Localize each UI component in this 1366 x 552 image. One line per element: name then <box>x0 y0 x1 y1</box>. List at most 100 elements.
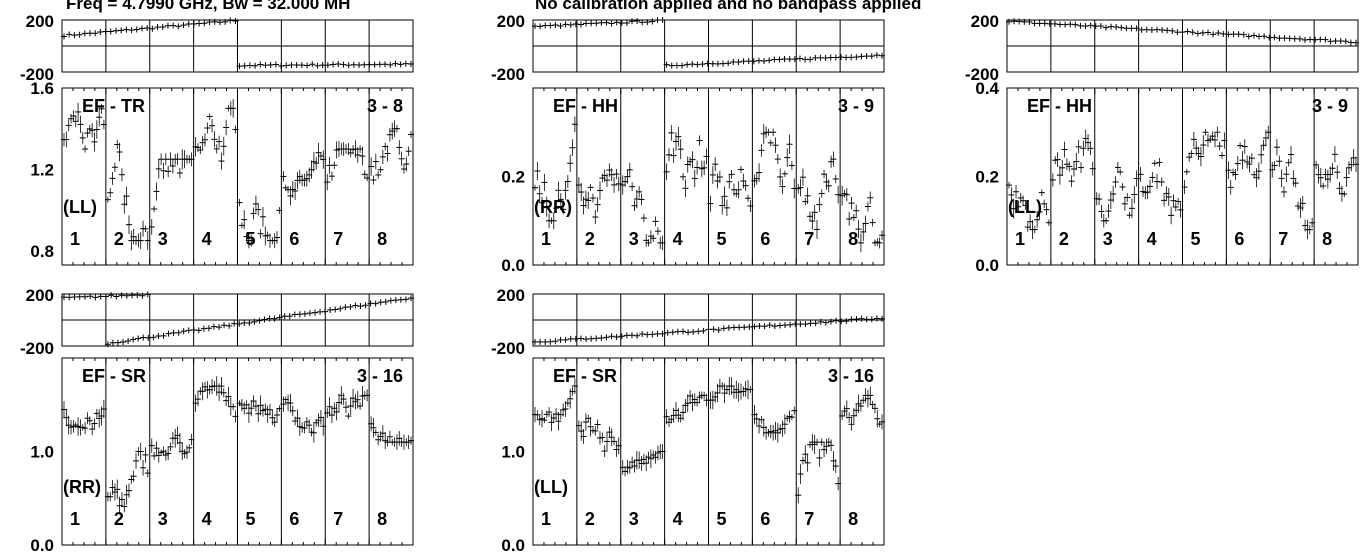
phase-point <box>376 61 383 68</box>
phase-point <box>149 25 156 32</box>
phase-point <box>679 62 686 69</box>
phase-point <box>1072 21 1079 28</box>
phase-point <box>853 54 860 61</box>
phase-point <box>262 62 269 69</box>
phase-point <box>817 54 824 61</box>
phase-point <box>588 20 595 27</box>
phase-point <box>562 21 569 28</box>
phase-point <box>689 61 696 68</box>
phase-point <box>232 17 239 24</box>
if-number-label: 4 <box>673 229 683 249</box>
phase-point <box>1067 21 1074 28</box>
phase-point <box>66 31 73 38</box>
phase-point <box>583 336 590 343</box>
phase-point <box>843 318 850 325</box>
phase-point <box>1256 33 1263 40</box>
phase-point <box>700 327 707 334</box>
baseline-label: EF - TR <box>82 96 145 116</box>
phase-point <box>144 24 151 31</box>
if-number-label: 6 <box>760 509 770 529</box>
phase-point <box>1123 25 1130 32</box>
phase-point <box>165 330 172 337</box>
phase-point <box>542 338 549 345</box>
polarization-label: (RR) <box>63 477 101 497</box>
phase-point <box>583 20 590 27</box>
phase-point <box>634 332 641 339</box>
phase-point <box>1271 34 1278 41</box>
if-number-label: 7 <box>804 229 814 249</box>
phase-point <box>1148 26 1155 33</box>
phase-point <box>771 323 778 330</box>
phase-point <box>812 54 819 61</box>
phase-point <box>1317 36 1324 43</box>
phase-point <box>668 62 675 69</box>
phase-point <box>61 33 67 40</box>
phase-point <box>76 31 83 38</box>
phase-point <box>1082 23 1089 30</box>
phase-point <box>138 25 145 32</box>
phase-point <box>222 18 229 25</box>
phase-point <box>357 303 364 310</box>
phase-point <box>1342 38 1349 45</box>
if-number-label: 7 <box>804 509 814 529</box>
if-number-label: 3 <box>1103 229 1113 249</box>
phase-point <box>180 22 187 29</box>
if-number-label: 4 <box>202 509 212 529</box>
phase-point <box>155 333 162 340</box>
phase-point <box>312 309 319 316</box>
amp-ytick-label: 0.0 <box>501 536 525 552</box>
phase-point <box>853 316 860 323</box>
if-number-label: 2 <box>585 509 595 529</box>
phase-point <box>160 332 167 339</box>
phase-point <box>639 19 646 26</box>
phase-point <box>659 17 666 23</box>
if-number-label: 7 <box>333 509 343 529</box>
phase-point <box>130 336 137 343</box>
phase-point <box>858 53 865 60</box>
phase-point <box>1353 39 1359 46</box>
phase-point <box>868 316 875 323</box>
phase-point <box>557 23 564 30</box>
phase-point <box>532 23 538 30</box>
phase-point <box>129 292 136 299</box>
phase-point <box>832 54 839 61</box>
phase-point <box>108 292 115 299</box>
phase-point <box>547 22 554 29</box>
phase-point <box>532 338 538 345</box>
phase-point <box>175 23 182 30</box>
phase-point <box>278 62 285 69</box>
if-number-label: 2 <box>1059 229 1069 249</box>
phase-point <box>252 62 259 69</box>
phase-point <box>863 316 870 323</box>
phase-point <box>843 54 850 61</box>
phase-point <box>714 60 721 67</box>
header-calibration: No calibration applied and no bandpass a… <box>535 0 922 13</box>
phase-point <box>1011 18 1018 25</box>
baseline-id: 3 - 16 <box>828 366 874 386</box>
if-number-label: 5 <box>246 229 256 249</box>
amp-ytick-label: 0.0 <box>501 256 525 275</box>
phase-point <box>87 293 94 300</box>
phase-point <box>1092 23 1099 30</box>
phase-point <box>649 331 656 338</box>
phase-point <box>690 328 697 335</box>
phase-point <box>628 18 635 25</box>
phase-point <box>1108 23 1115 30</box>
phase-point <box>1189 29 1196 36</box>
phase-point <box>807 320 814 327</box>
phase-point <box>1194 30 1201 37</box>
baseline-label: EF - SR <box>553 366 617 386</box>
amp-ytick-label: 0.2 <box>975 168 999 187</box>
phase-point <box>623 332 630 339</box>
phase-point <box>1021 18 1028 25</box>
phase-point <box>838 318 845 325</box>
phase-point <box>371 61 378 68</box>
phase-point <box>1215 30 1222 37</box>
phase-point <box>408 60 414 67</box>
phase-point <box>588 335 595 342</box>
if-number-label: 2 <box>114 229 124 249</box>
phase-point <box>1113 23 1120 30</box>
phase-point <box>685 329 692 336</box>
phase-point <box>598 19 605 26</box>
